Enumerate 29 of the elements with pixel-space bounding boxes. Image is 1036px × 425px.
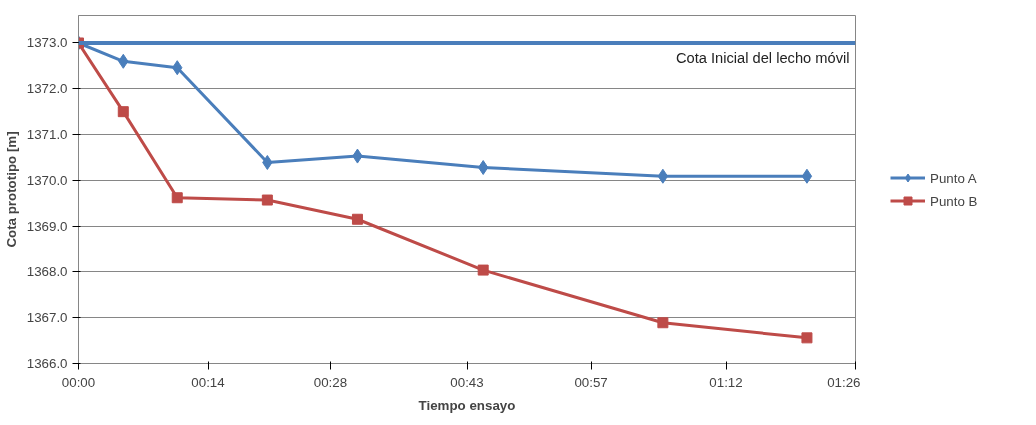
point bbox=[117, 106, 129, 118]
x-tick-label: 00:57 bbox=[574, 374, 608, 390]
x-tick-label: 01:26 bbox=[827, 374, 861, 390]
legend-label: Punto B bbox=[930, 193, 978, 208]
point bbox=[351, 213, 363, 225]
y-tick-label: 1373.0 bbox=[26, 35, 68, 51]
legend-label: Punto A bbox=[930, 170, 977, 185]
y-tick-label: 1372.0 bbox=[26, 81, 68, 97]
x-tick-label: 01:12 bbox=[709, 374, 743, 390]
x-tick-label: 00:00 bbox=[61, 374, 96, 390]
point bbox=[657, 317, 669, 329]
y-tick-label: 1370.0 bbox=[26, 172, 68, 188]
point bbox=[801, 168, 813, 184]
y-axis-title: Cota prototipo [m] bbox=[3, 131, 19, 248]
y-tick-label: 1366.0 bbox=[26, 356, 68, 371]
point bbox=[801, 332, 813, 344]
x-tick-label: 00:43 bbox=[450, 374, 484, 390]
y-tick-label: 1369.0 bbox=[26, 218, 68, 234]
point bbox=[657, 168, 669, 184]
point bbox=[171, 192, 183, 204]
x-axis-title: Tiempo ensayo bbox=[418, 397, 516, 413]
ref-line-label: Cota Inicial del lecho móvil bbox=[675, 49, 850, 66]
point bbox=[477, 264, 489, 276]
y-tick-label: 1368.0 bbox=[26, 264, 68, 280]
y-tick-label: 1367.0 bbox=[26, 310, 68, 326]
point bbox=[261, 194, 273, 206]
x-tick-label: 00:14 bbox=[191, 374, 226, 390]
x-tick-label: 00:28 bbox=[313, 374, 348, 390]
y-tick-label: 1371.0 bbox=[26, 127, 68, 143]
